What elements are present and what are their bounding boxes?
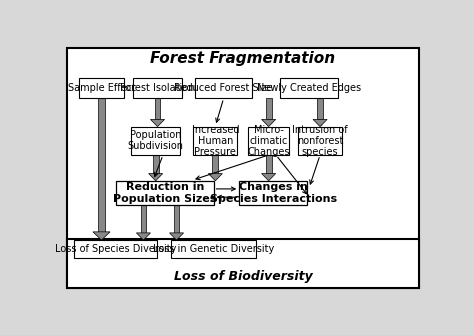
Bar — [153, 155, 159, 174]
Bar — [280, 78, 338, 98]
Polygon shape — [208, 174, 222, 181]
Text: Loss in Genetic Diversity: Loss in Genetic Diversity — [153, 244, 274, 254]
Text: Forest Isolation: Forest Isolation — [120, 83, 195, 93]
Bar — [171, 240, 256, 258]
Text: Loss of Biodiversity: Loss of Biodiversity — [173, 270, 312, 283]
Text: Changes in
Species Interactions: Changes in Species Interactions — [210, 183, 337, 204]
Text: Sample Effect: Sample Effect — [68, 83, 136, 93]
Polygon shape — [150, 119, 164, 127]
Bar — [317, 98, 323, 119]
Text: Increased
Human
Pressure: Increased Human Pressure — [191, 125, 239, 157]
Text: Population
Subdivision: Population Subdivision — [128, 130, 184, 151]
Bar — [266, 98, 272, 119]
Text: Reduced Forest Size: Reduced Forest Size — [174, 83, 273, 93]
Polygon shape — [137, 233, 151, 240]
Polygon shape — [170, 233, 183, 240]
Polygon shape — [262, 174, 276, 181]
Bar — [80, 78, 124, 98]
Bar — [133, 78, 182, 98]
Bar — [266, 155, 272, 174]
Bar — [212, 155, 219, 174]
Bar — [195, 78, 252, 98]
Bar — [193, 127, 237, 155]
Polygon shape — [149, 174, 163, 181]
Bar — [298, 127, 342, 155]
Bar — [66, 239, 419, 288]
Polygon shape — [262, 119, 276, 127]
Text: Forest Fragmentation: Forest Fragmentation — [150, 51, 336, 66]
Bar — [131, 127, 181, 155]
Bar — [116, 181, 213, 205]
Bar — [140, 205, 146, 233]
Bar — [248, 127, 289, 155]
Bar — [98, 98, 105, 232]
Text: Micro-
climatic
Changes: Micro- climatic Changes — [247, 125, 290, 157]
Text: Intrusion of
nonforest
species: Intrusion of nonforest species — [292, 125, 348, 157]
Text: Newly Created Edges: Newly Created Edges — [257, 83, 361, 93]
Polygon shape — [313, 119, 327, 127]
Polygon shape — [93, 232, 110, 240]
Bar — [74, 240, 156, 258]
Text: Loss of Species Diversity: Loss of Species Diversity — [55, 244, 176, 254]
Text: Reduction in
Population Sizes: Reduction in Population Sizes — [113, 183, 217, 204]
Bar — [173, 205, 180, 233]
Bar — [239, 181, 307, 205]
Bar — [155, 98, 161, 119]
